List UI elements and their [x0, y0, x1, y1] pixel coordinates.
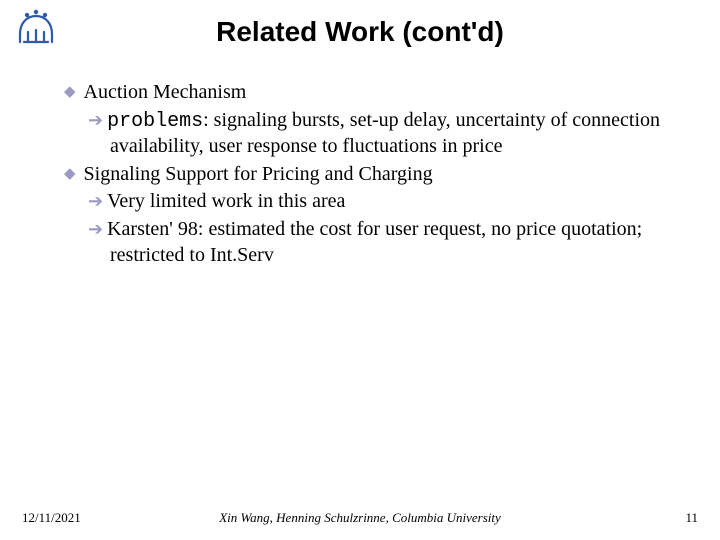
footer-authors: Xin Wang, Henning Schulzrinne, Columbia … [0, 510, 720, 526]
sub-bullet-text: Karsten' 98: estimated the cost for user… [107, 218, 642, 266]
diamond-bullet-icon: ◆ [64, 84, 76, 100]
arrow-bullet-icon: ➔ [88, 191, 103, 211]
bullet-text: Signaling Support for Pricing and Chargi… [84, 163, 433, 185]
slide: Related Work (cont'd) ◆ Auction Mechanism… [0, 0, 720, 540]
slide-title: Related Work (cont'd) [0, 16, 720, 48]
arrow-bullet-icon: ➔ [88, 219, 103, 239]
sub-bullet-problems: ➔problems: signaling bursts, set-up dela… [88, 108, 672, 160]
sub-bullet-karsten: ➔Karsten' 98: estimated the cost for use… [88, 217, 672, 268]
arrow-bullet-icon: ➔ [88, 110, 103, 130]
bullet-signaling-support: ◆ Signaling Support for Pricing and Charg… [64, 162, 672, 188]
bullet-text: Auction Mechanism [84, 81, 247, 103]
slide-body: ◆ Auction Mechanism ➔problems: signaling … [64, 80, 672, 270]
bullet-auction-mechanism: ◆ Auction Mechanism [64, 80, 672, 106]
sub-bullet-text: Very limited work in this area [107, 190, 345, 212]
footer-page-number: 11 [685, 510, 698, 526]
sub-bullet-limited-work: ➔Very limited work in this area [88, 189, 672, 215]
problems-label: problems [107, 110, 203, 133]
diamond-bullet-icon: ◆ [64, 166, 76, 182]
